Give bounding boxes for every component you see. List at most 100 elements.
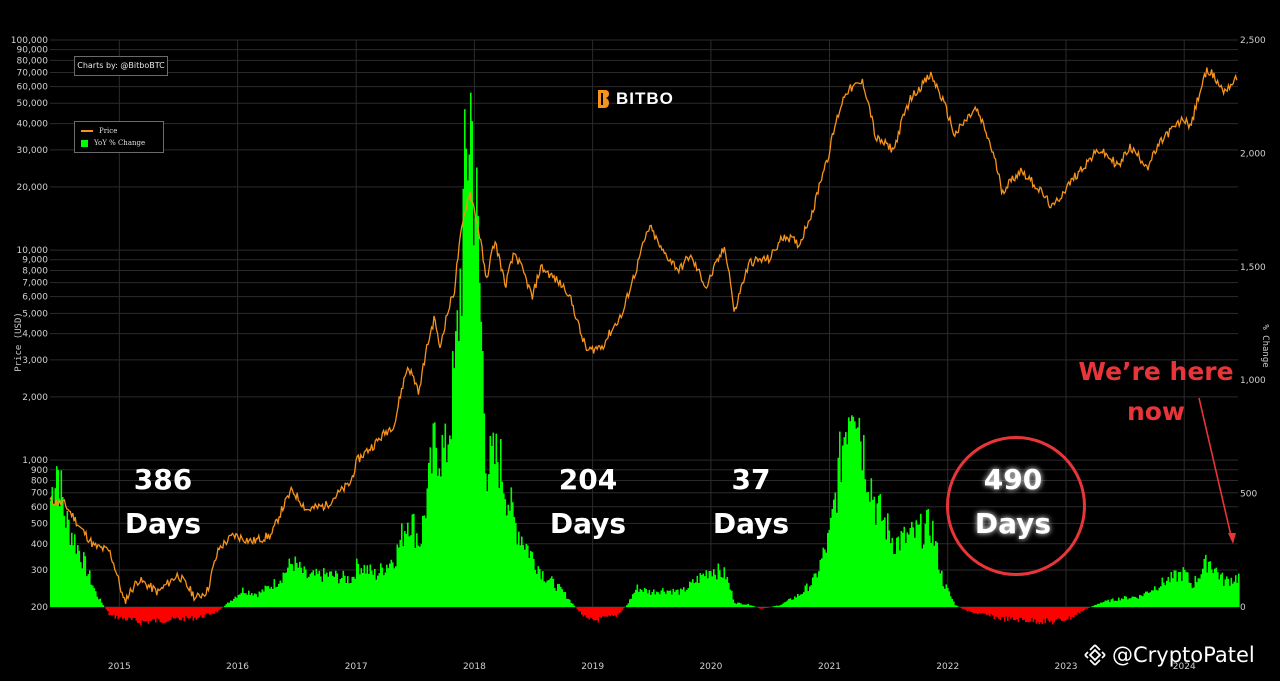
price-tick-label: 500 [31, 519, 48, 529]
yoy-bar [393, 568, 396, 607]
yoy-bar [534, 569, 537, 607]
yoy-bar [1226, 576, 1228, 607]
yoy-bar [300, 567, 303, 607]
yoy-bar [654, 594, 657, 607]
yoy-bar [695, 582, 697, 607]
yoy-bar [252, 595, 255, 607]
yoy-bar [626, 605, 628, 607]
yoy-bar [366, 565, 369, 607]
yoy-bar [546, 580, 549, 607]
yoy-bar [1137, 598, 1140, 607]
yoy-bar [740, 603, 742, 607]
yoy-bar [260, 592, 262, 607]
yoy-bar [342, 570, 345, 607]
yoy-bar [1052, 607, 1054, 625]
yoy-bar [855, 428, 858, 607]
yoy-bar [902, 532, 904, 607]
yoy-bar [195, 607, 198, 620]
yoy-bar [240, 592, 243, 607]
yoy-bar [1143, 593, 1146, 607]
percent-axis-title: % Change [1260, 324, 1270, 367]
yoy-bar [663, 591, 666, 607]
yoy-bar [324, 574, 327, 607]
yoy-bar [288, 558, 291, 607]
yoy-bar [1034, 607, 1036, 620]
yoy-bar [243, 593, 246, 607]
yoy-bar [588, 607, 591, 620]
yoy-bar [272, 588, 274, 607]
yoy-bar [110, 607, 112, 616]
yoy-bar [237, 594, 240, 607]
yoy-bar [708, 571, 711, 607]
yoy-bar [773, 606, 775, 607]
yoy-bar [918, 524, 921, 607]
yoy-bar [443, 447, 445, 607]
yoy-bar [608, 607, 610, 616]
yoy-bar [1227, 578, 1230, 607]
yoy-bar [642, 592, 645, 607]
yoy-bar [915, 520, 918, 607]
brand-logo: BITBO [596, 89, 674, 109]
yoy-bar [1085, 607, 1087, 609]
yoy-bar [174, 607, 177, 619]
yoy-bar [597, 607, 600, 623]
yoy-bar [305, 569, 307, 607]
yoy-bar [311, 572, 313, 607]
yoy-bar [635, 589, 637, 607]
yoy-bar [788, 599, 790, 607]
yoy-bar [218, 607, 220, 611]
yoy-bar [1107, 599, 1110, 607]
yoy-bar [57, 470, 60, 607]
yoy-bar [117, 607, 120, 620]
yoy-bar [405, 533, 408, 607]
yoy-bar [263, 591, 265, 607]
yoy-bar [1112, 598, 1114, 607]
yoy-bar [896, 537, 898, 607]
yoy-bar [1148, 593, 1150, 607]
yoy-bar [1160, 586, 1162, 607]
yoy-bar [249, 594, 252, 607]
yoy-bar [539, 569, 541, 607]
yoy-bar [498, 488, 501, 607]
chart-grid [50, 39, 1238, 608]
yoy-bar [1029, 607, 1032, 622]
price-tick-label: 300 [31, 566, 48, 576]
yoy-bar [1164, 585, 1167, 607]
yoy-bar [1233, 581, 1236, 607]
yoy-bar [687, 587, 690, 607]
yoy-bar [449, 435, 451, 607]
yoy-bar [155, 607, 157, 623]
yoy-bar [362, 572, 364, 607]
yoy-bar [504, 499, 507, 607]
yoy-bar [1077, 607, 1080, 613]
yoy-bar [561, 589, 564, 607]
yoy-bar [359, 574, 361, 607]
yoy-bar [939, 573, 942, 607]
yoy-bar [381, 567, 384, 607]
yoy-bar [1157, 590, 1159, 607]
yoy-bar [299, 561, 301, 607]
yoy-bar [660, 590, 663, 607]
yoy-bar [53, 504, 55, 607]
yoy-bar [569, 599, 571, 607]
yoy-bar [1020, 607, 1023, 618]
yoy-bar [293, 570, 295, 607]
yoy-bar [662, 588, 664, 607]
yoy-bar [821, 558, 823, 607]
yoy-bar [905, 543, 907, 607]
legend-label-yoy: YoY % Change [94, 139, 146, 147]
yoy-bar [1121, 598, 1123, 607]
yoy-bar [90, 584, 93, 607]
yoy-bar [71, 532, 73, 607]
yoy-bar [284, 573, 286, 607]
yoy-bar [429, 447, 432, 607]
yoy-bar [789, 598, 792, 607]
yoy-bar [192, 607, 195, 621]
annotation-490-days: 490 Days [974, 463, 1052, 540]
yoy-bar [899, 550, 901, 607]
yoy-bar [714, 574, 717, 607]
yoy-bar [204, 607, 207, 615]
yoy-bar [276, 586, 279, 607]
yoy-bar [783, 602, 786, 607]
yoy-bar [567, 598, 570, 607]
